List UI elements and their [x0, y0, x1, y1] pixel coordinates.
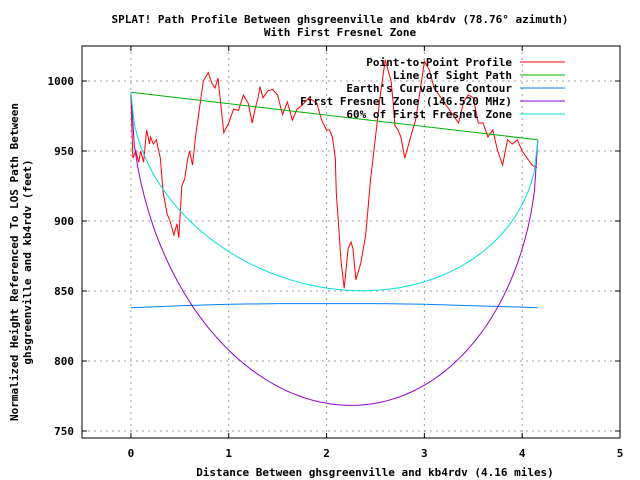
legend-label: 60% of First Fresnel Zone: [346, 108, 512, 121]
legend-label: Point-to-Point Profile: [366, 56, 512, 69]
y-tick-label: 950: [54, 145, 74, 158]
x-tick-label: 2: [323, 447, 330, 460]
series-layer: [130, 59, 539, 406]
y-axis-label-line1: Normalized Height Referenced To LOS Path…: [8, 103, 21, 421]
chart-subtitle: With First Fresnel Zone: [264, 26, 417, 39]
y-tick-label: 800: [54, 355, 74, 368]
axes-layer: 0 1 2 3 4 5 750 800 850 900 950 1000: [48, 45, 624, 460]
legend-label: Earth's Curvature Contour: [346, 82, 512, 95]
x-tick-label: 0: [128, 447, 135, 460]
y-tick-label: 750: [54, 425, 74, 438]
x-axis-label: Distance Between ghsgreenville and kb4rd…: [196, 466, 554, 479]
series-point-to-point-profile: [130, 59, 538, 289]
legend-label: First Fresnel Zone (146.520 MHz): [300, 95, 512, 108]
chart-title: SPLAT! Path Profile Between ghsgreenvill…: [112, 13, 569, 26]
series-60pct-first-fresnel-zone: [130, 92, 539, 292]
series-first-fresnel-zone: [130, 92, 539, 406]
y-tick-label: 850: [54, 285, 74, 298]
x-tick-label: 4: [519, 447, 526, 460]
plot-frame: [81, 45, 621, 439]
y-tick-label: 1000: [48, 75, 75, 88]
series-line-of-sight-path: [130, 91, 538, 141]
y-tick-label: 900: [54, 215, 74, 228]
x-tick-label: 3: [421, 447, 428, 460]
y-axis-label-line2: ghsgreenville and kb4rdv (feet): [21, 159, 34, 364]
x-tick-label: 5: [617, 447, 624, 460]
legend-label: Line of Sight Path: [393, 69, 512, 82]
x-tick-label: 1: [225, 447, 232, 460]
